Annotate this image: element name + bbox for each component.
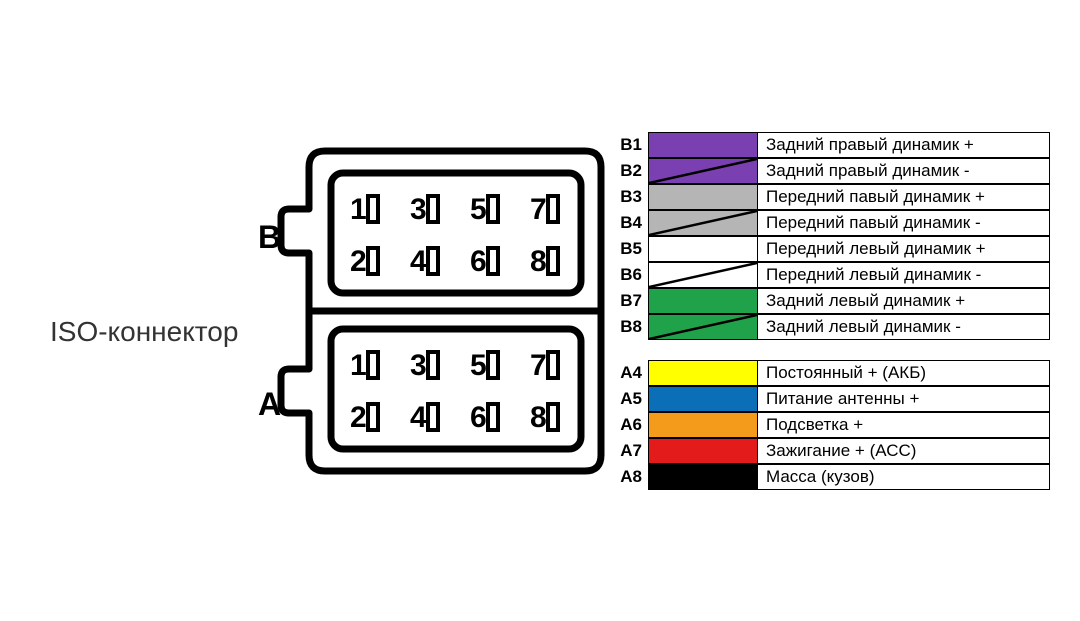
svg-text:6: 6	[470, 401, 487, 434]
svg-text:2: 2	[350, 401, 367, 434]
iso-connector-label: ISO-коннектор	[50, 316, 238, 348]
legend-row: B7 Задний левый динамик +	[610, 288, 1050, 314]
legend-row: A5 Питание антенны +	[610, 386, 1050, 412]
legend-row: B6 Передний левый динамик -	[610, 262, 1050, 288]
legend-desc: Задний правый динамик -	[758, 158, 1050, 184]
legend-row: B2 Задний правый динамик -	[610, 158, 1050, 184]
svg-text:4: 4	[410, 245, 427, 278]
legend-pin-label: B1	[610, 132, 648, 158]
legend-desc: Задний левый динамик +	[758, 288, 1050, 314]
svg-text:7: 7	[530, 349, 547, 382]
pins-a: 1 3 5 7 2 4 6 8	[350, 349, 558, 434]
legend-color-swatch	[648, 386, 758, 412]
legend-pin-label: B6	[610, 262, 648, 288]
legend-pin-label: A8	[610, 464, 648, 490]
legend-color-swatch	[648, 184, 758, 210]
svg-text:4: 4	[410, 401, 427, 434]
legend-color-swatch	[648, 360, 758, 386]
legend-row: B3 Передний павый динамик +	[610, 184, 1050, 210]
legend-color-swatch	[648, 262, 758, 288]
svg-text:5: 5	[470, 193, 487, 226]
legend-pin-label: A5	[610, 386, 648, 412]
legend-group-a: A4Постоянный + (АКБ)A5Питание антенны +A…	[610, 360, 1050, 490]
legend-color-swatch	[648, 132, 758, 158]
legend-row: A4 Постоянный + (АКБ)	[610, 360, 1050, 386]
connector-svg: 1 3 5 7 2 4 6 8 1 3 5 7 2 4 6 8	[275, 141, 615, 481]
legend-desc: Задний левый динамик -	[758, 314, 1050, 340]
svg-text:3: 3	[410, 349, 427, 382]
legend-desc: Зажигание + (АСС)	[758, 438, 1050, 464]
legend-color-swatch	[648, 158, 758, 184]
legend-color-swatch	[648, 288, 758, 314]
legend-pin-label: B2	[610, 158, 648, 184]
legend-desc: Передний павый динамик +	[758, 184, 1050, 210]
legend-pin-label: A4	[610, 360, 648, 386]
svg-text:3: 3	[410, 193, 427, 226]
legend: B1 Задний правый динамик + B2 Задний правый…	[590, 132, 1050, 490]
legend-pin-label: B4	[610, 210, 648, 236]
legend-pin-label: A7	[610, 438, 648, 464]
svg-text:5: 5	[470, 349, 487, 382]
legend-color-swatch	[648, 236, 758, 262]
svg-text:7: 7	[530, 193, 547, 226]
legend-color-swatch	[648, 314, 758, 340]
legend-color-swatch	[648, 438, 758, 464]
legend-desc: Передний левый динамик +	[758, 236, 1050, 262]
legend-pin-label: A6	[610, 412, 648, 438]
legend-row: A6 Подсветка +	[610, 412, 1050, 438]
legend-pin-label: B3	[610, 184, 648, 210]
svg-text:2: 2	[350, 245, 367, 278]
svg-text:1: 1	[350, 193, 367, 226]
legend-group-b: B1 Задний правый динамик + B2 Задний правый…	[610, 132, 1050, 340]
legend-desc: Питание антенны +	[758, 386, 1050, 412]
legend-row: B4 Передний павый динамик -	[610, 210, 1050, 236]
connector-diagram: ISO-коннектор B A 1 3 5 7 2 4 6 8	[30, 121, 590, 501]
svg-text:1: 1	[350, 349, 367, 382]
svg-text:6: 6	[470, 245, 487, 278]
legend-desc: Масса (кузов)	[758, 464, 1050, 490]
legend-desc: Постоянный + (АКБ)	[758, 360, 1050, 386]
legend-pin-label: B8	[610, 314, 648, 340]
legend-row: B8 Задний левый динамик -	[610, 314, 1050, 340]
legend-desc: Передний левый динамик -	[758, 262, 1050, 288]
legend-desc: Передний павый динамик -	[758, 210, 1050, 236]
svg-text:8: 8	[530, 401, 547, 434]
legend-color-swatch	[648, 464, 758, 490]
legend-row: B5 Передний левый динамик +	[610, 236, 1050, 262]
legend-row: A7 Зажигание + (АСС)	[610, 438, 1050, 464]
legend-row: A8 Масса (кузов)	[610, 464, 1050, 490]
pins-b: 1 3 5 7 2 4 6 8	[350, 193, 558, 278]
legend-pin-label: B5	[610, 236, 648, 262]
legend-color-swatch	[648, 412, 758, 438]
legend-pin-label: B7	[610, 288, 648, 314]
legend-color-swatch	[648, 210, 758, 236]
legend-desc: Подсветка +	[758, 412, 1050, 438]
svg-text:8: 8	[530, 245, 547, 278]
legend-desc: Задний правый динамик +	[758, 132, 1050, 158]
legend-row: B1 Задний правый динамик +	[610, 132, 1050, 158]
